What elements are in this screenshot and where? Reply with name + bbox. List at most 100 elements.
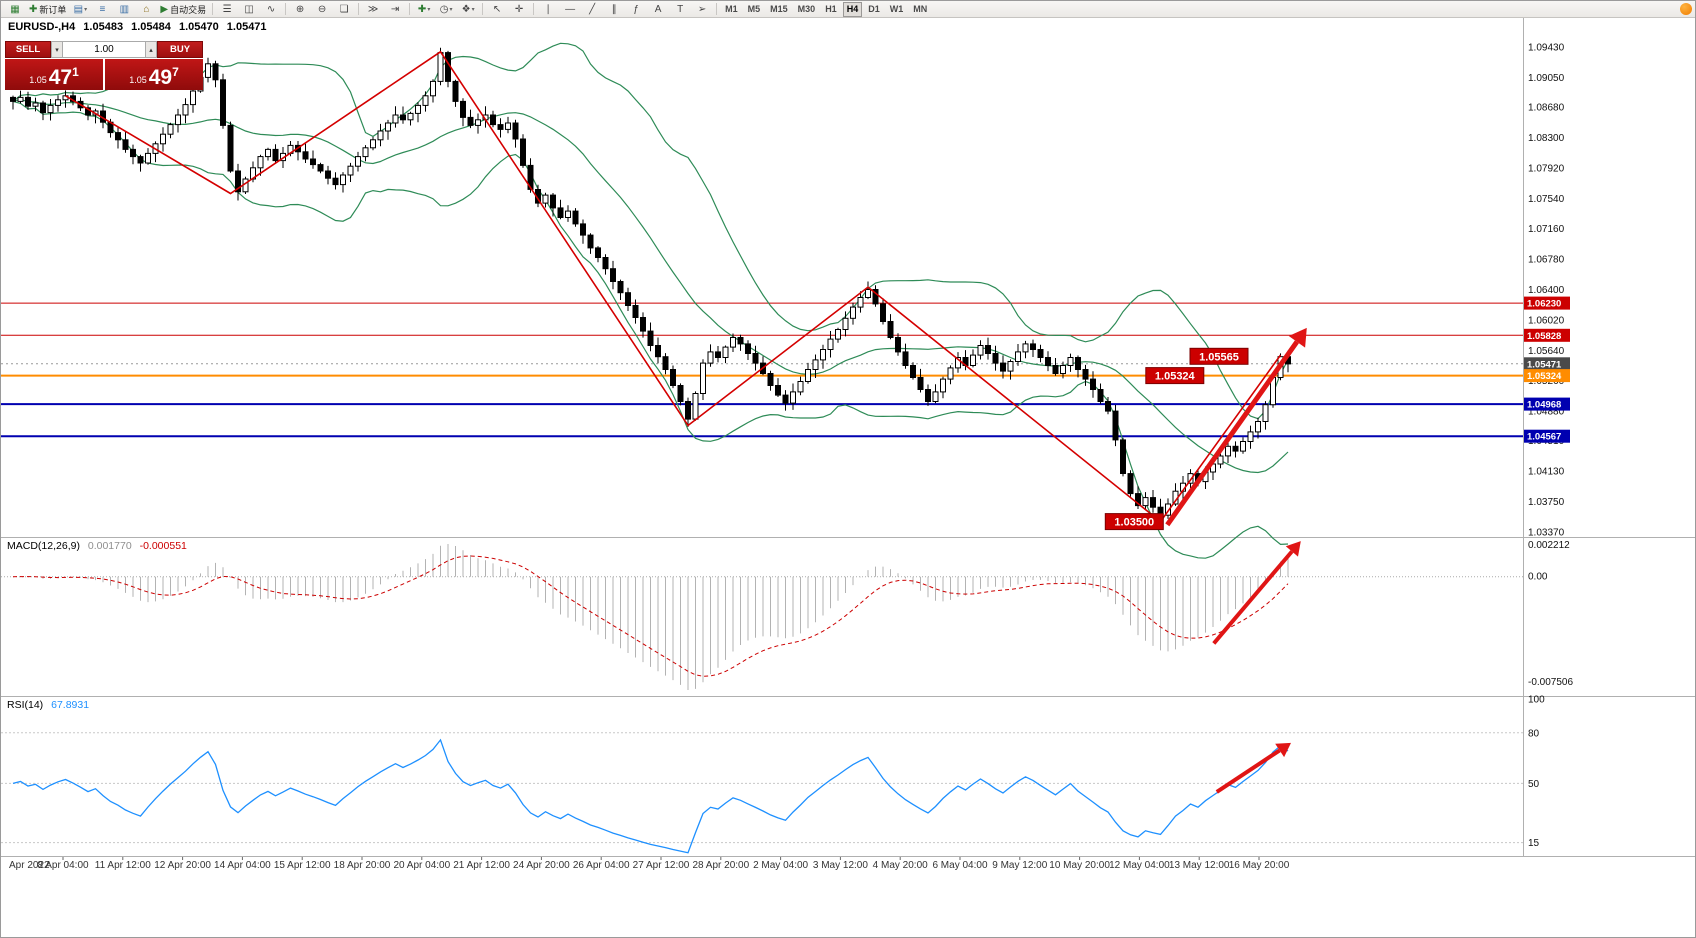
toolbar-separator (716, 3, 718, 15)
chart-ohlc-header: EURUSD-,H4 1.05483 1.05484 1.05470 1.054… (8, 21, 272, 33)
timeframe-m15-button[interactable]: M15 (770, 3, 788, 14)
low-value: 1.05470 (178, 21, 219, 33)
notification-icon[interactable] (1680, 3, 1692, 15)
ask-prefix: 1.05 (129, 75, 147, 85)
price-axis-label: 1.04880 (1528, 407, 1565, 418)
candlestick-chart-icon: ◫ (244, 3, 254, 15)
timeframe-m5-button[interactable]: M5 (747, 3, 761, 14)
line-chart-button[interactable]: ∿ (260, 1, 282, 18)
periods-button[interactable]: ◷ ▾ (435, 1, 457, 18)
autotrading-icon: ▶ (160, 3, 169, 15)
tile-windows-icon: ❏ (339, 3, 349, 15)
crosshair-button[interactable]: ✛ (508, 1, 530, 18)
indicators-list-button[interactable]: ✚ ▾ (413, 1, 435, 18)
zoom-out-button[interactable]: ⊖ (311, 1, 333, 18)
crosshair-icon: ✛ (514, 3, 524, 15)
periods-icon: ◷ (439, 3, 449, 15)
equidistant-channel-button[interactable]: ∥ (603, 1, 625, 18)
timeframe-mn-button[interactable]: MN (913, 3, 928, 14)
timeframe-m1-button[interactable]: M1 (725, 3, 738, 14)
macd-signal-value: -0.000551 (139, 540, 187, 552)
macd-axis: 0.002212 0.00 -0.007506 (1528, 540, 1573, 688)
price-annotation-box[interactable] (1189, 347, 1249, 365)
date-axis-label: 16 May 20:00 (1229, 860, 1290, 871)
bar-chart-button[interactable]: ☰ (216, 1, 238, 18)
text-icon: A (654, 3, 662, 15)
date-axis-label: 14 Apr 04:00 (214, 860, 271, 871)
indicators-list-icon: ✚ (417, 3, 427, 15)
timeframe-d1-button[interactable]: D1 (868, 3, 880, 14)
cursor-button[interactable]: ↖ (486, 1, 508, 18)
rsi-name: RSI(14) (7, 699, 44, 711)
templates-button[interactable]: ❖ ▾ (457, 1, 479, 18)
sell-button[interactable]: SELL (5, 41, 51, 58)
fibonacci-button[interactable]: ƒ (625, 1, 647, 18)
date-axis-label: 21 Apr 12:00 (453, 860, 510, 871)
price-tag (1524, 369, 1570, 383)
symbol-period: EURUSD-,H4 (8, 21, 76, 33)
vertical-line-icon: ∣ (545, 3, 551, 15)
navigator-icon: ⌂ (143, 3, 150, 15)
chart-area[interactable]: 1.05565 1.05324 1.03500 1.09430 1.09050 1.086… (1, 18, 1695, 937)
timeframe-w1-button[interactable]: W1 (889, 3, 904, 14)
high-value: 1.05484 (131, 21, 171, 33)
bid-price-display[interactable]: 1.05 47 1 (5, 59, 103, 90)
text-button[interactable]: A (647, 1, 669, 18)
tile-windows-button[interactable]: ❏ (333, 1, 355, 18)
date-axis-label: 11 Apr 12:00 (95, 860, 151, 871)
new-order-icon: ✚ (29, 3, 38, 15)
navigator-button[interactable]: ⌂ (135, 1, 157, 18)
horizontal-line-button[interactable]: — (559, 1, 581, 18)
date-axis-label: 13 May 12:00 (1169, 860, 1230, 871)
vertical-line-button[interactable]: ∣ (537, 1, 559, 18)
price-tag (1524, 328, 1570, 342)
timeframe-h4-button[interactable]: H4 (842, 1, 863, 17)
zoom-in-button[interactable]: ⊕ (289, 1, 311, 18)
autotrading-button[interactable]: ▶ 自动交易 (157, 1, 209, 18)
new-order-button[interactable]: ✚ 新订单 (26, 1, 69, 18)
volume-input[interactable] (63, 41, 145, 58)
volume-up-button[interactable]: ▴ (145, 41, 157, 58)
toolbar-separator (358, 3, 360, 15)
text-label-button[interactable]: T (669, 1, 691, 18)
market-watch-button[interactable]: ≡ (91, 1, 113, 18)
new-chart-button[interactable]: ▦ (4, 1, 26, 18)
price-annotation-box[interactable] (1104, 513, 1164, 531)
buy-button[interactable]: BUY (157, 41, 203, 58)
rsi-axis-label: 80 (1528, 728, 1540, 739)
templates-dropdown-icon: ▾ (471, 6, 475, 13)
price-tag-text: 1.06230 (1527, 299, 1561, 310)
chart-shift-button[interactable]: ⇥ (384, 1, 406, 18)
price-annotation-box[interactable] (1145, 367, 1205, 385)
date-axis-label: 12 Apr 20:00 (154, 860, 211, 871)
price-axis-label: 1.06400 (1528, 285, 1565, 296)
auto-scroll-button[interactable]: ≫ (362, 1, 384, 18)
line-chart-icon: ∿ (266, 3, 276, 15)
data-window-button[interactable]: ▥ (113, 1, 135, 18)
ask-main: 49 (148, 66, 173, 89)
ask-price-display[interactable]: 1.05 49 7 (105, 59, 203, 90)
price-axis-label: 1.09050 (1528, 73, 1565, 84)
toolbar-separator (285, 3, 287, 15)
timeframe-h1-button[interactable]: H1 (825, 3, 837, 14)
arrow-object-button[interactable]: ➢ (691, 1, 713, 18)
bid-main: 47 (48, 66, 73, 89)
candlestick-chart-button[interactable]: ◫ (238, 1, 260, 18)
one-click-price-row: 1.05 47 1 1.05 49 7 (5, 59, 203, 90)
price-axis-label: 1.05640 (1528, 346, 1565, 357)
date-axis-label: 2 May 04:00 (753, 860, 808, 871)
zigzag-lines[interactable] (65, 50, 1282, 523)
date-axis-label: 20 Apr 04:00 (393, 860, 450, 871)
panel-separators (1, 18, 1695, 857)
chart-profiles-button[interactable]: ▤ ▾ (69, 1, 91, 18)
price-tag (1524, 357, 1570, 371)
trend-arrows[interactable] (1165, 327, 1307, 794)
close-value: 1.05471 (226, 21, 267, 33)
date-axis-label: Apr 2022 (9, 860, 50, 871)
trendline-button[interactable]: ╱ (581, 1, 603, 18)
date-axis-label: 10 May 20:00 (1049, 860, 1110, 871)
volume-down-button[interactable]: ▾ (51, 41, 63, 58)
timeframe-m30-button[interactable]: M30 (797, 3, 816, 14)
